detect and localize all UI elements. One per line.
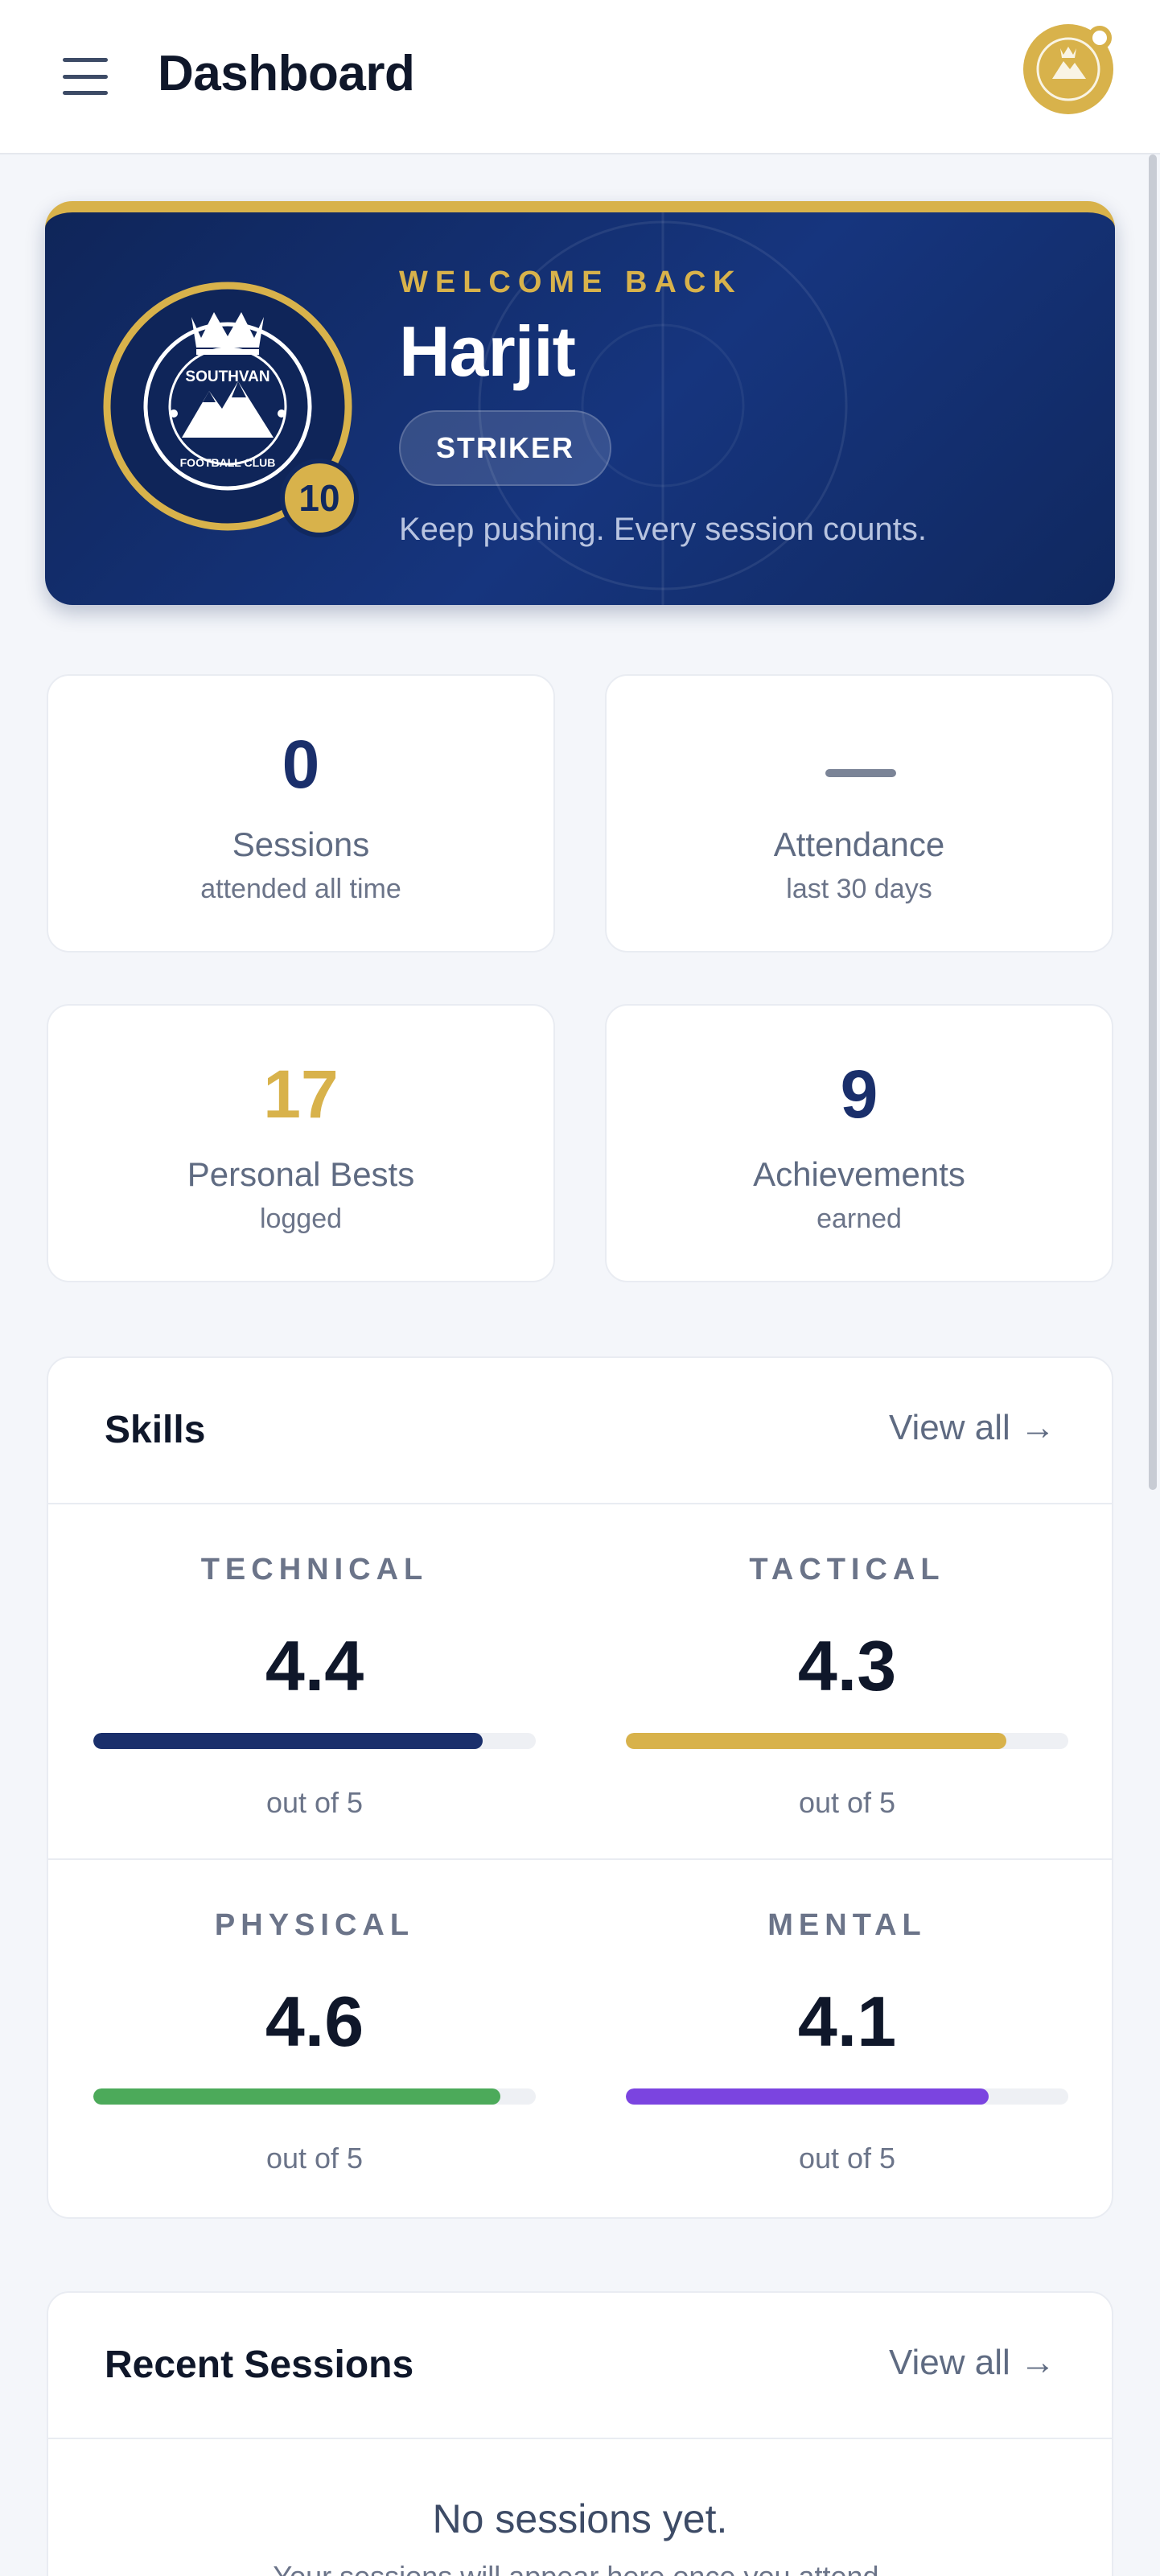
recent-sessions-view-all-link[interactable]: View all → — [888, 2343, 1055, 2382]
skills-panel-header: Skills View all → — [48, 1358, 1112, 1504]
recent-sessions-header: Recent Sessions View all → — [48, 2293, 1112, 2439]
pitch-lines-decoration — [478, 212, 848, 605]
skill-progress-fill — [626, 1733, 1006, 1749]
skill-tactical: TACTICAL 4.3 out of 5 — [581, 1504, 1112, 1860]
skills-view-all-link[interactable]: View all → — [888, 1408, 1055, 1447]
app-header: Dashboard — [0, 0, 1160, 154]
empty-state-subtitle: Your sessions will appear here once you … — [48, 2560, 1112, 2576]
crest-top-text: SOUTHVAN — [185, 368, 269, 385]
skill-value: 4.4 — [265, 1626, 364, 1706]
skill-scale: out of 5 — [798, 1786, 896, 1819]
skill-value: 4.1 — [797, 1981, 897, 2061]
stat-value: 17 — [263, 1056, 339, 1132]
stat-sub: attended all time — [200, 874, 401, 904]
club-crest-avatar-icon[interactable] — [1023, 24, 1113, 114]
skill-mental: MENTAL 4.1 out of 5 — [581, 1860, 1112, 2216]
stat-label: Attendance — [773, 825, 945, 863]
skill-scale: out of 5 — [265, 2142, 364, 2175]
skills-row-divider — [48, 1858, 1112, 1860]
position-badge: STRIKER — [399, 410, 612, 486]
recent-sessions-title: Recent Sessions — [105, 2344, 414, 2386]
skills-panel: Skills View all → TECHNICAL 4.4 out of 5… — [47, 1356, 1113, 2219]
skill-name: TACTICAL — [749, 1553, 945, 1586]
skill-progress-track — [93, 1733, 536, 1749]
recent-sessions-panel: Recent Sessions View all → No sessions y… — [47, 2291, 1113, 2576]
skill-value: 4.6 — [265, 1981, 364, 2061]
stat-label: Personal Bests — [187, 1155, 415, 1193]
page-title: Dashboard — [158, 46, 415, 101]
stat-card-sessions[interactable]: 0 Sessions attended all time — [47, 674, 555, 953]
skill-progress-fill — [93, 1733, 483, 1749]
skill-progress-track — [626, 2088, 1068, 2105]
skill-physical: PHYSICAL 4.6 out of 5 — [48, 1860, 581, 2216]
player-name: Harjit — [399, 311, 576, 391]
notification-dot — [1088, 26, 1112, 50]
skill-progress-track — [93, 2088, 536, 2105]
stat-sub: logged — [259, 1204, 343, 1234]
stat-value: 9 — [840, 1056, 878, 1132]
skill-name: PHYSICAL — [214, 1908, 415, 1942]
hero-tagline: Keep pushing. Every session counts. — [399, 512, 927, 547]
skill-progress-track — [626, 1733, 1068, 1749]
empty-state-title: No sessions yet. — [432, 2496, 728, 2541]
skill-name: TECHNICAL — [200, 1553, 429, 1586]
welcome-hero-card: SOUTHVAN FOOTBALL CLUB 10 WELCOME BACK H… — [45, 201, 1115, 605]
jersey-number-badge: 10 — [280, 459, 359, 537]
skill-progress-fill — [626, 2088, 989, 2105]
no-data-dash — [825, 769, 896, 777]
stat-sub: earned — [817, 1204, 902, 1234]
crest-bottom-text: FOOTBALL CLUB — [180, 456, 276, 469]
skills-title: Skills — [105, 1409, 206, 1451]
stat-card-achievements[interactable]: 9 Achievements earned — [605, 1004, 1113, 1282]
club-crest-icon: SOUTHVAN FOOTBALL CLUB — [103, 282, 352, 531]
skill-scale: out of 5 — [265, 1786, 364, 1819]
crest-mini-icon — [1036, 37, 1100, 101]
skill-technical: TECHNICAL 4.4 out of 5 — [48, 1504, 581, 1860]
skill-name: MENTAL — [767, 1908, 927, 1942]
hamburger-menu-icon[interactable] — [50, 50, 121, 103]
stat-label: Achievements — [753, 1155, 965, 1193]
skill-value: 4.3 — [797, 1626, 897, 1706]
skill-scale: out of 5 — [798, 2142, 896, 2175]
skill-progress-fill — [93, 2088, 500, 2105]
page-scrollbar[interactable] — [1149, 154, 1157, 1490]
stat-value: 0 — [282, 726, 320, 802]
welcome-label: WELCOME BACK — [399, 265, 742, 299]
stat-label: Sessions — [232, 825, 370, 863]
stat-card-personal-bests[interactable]: 17 Personal Bests logged — [47, 1004, 555, 1282]
stat-sub: last 30 days — [786, 874, 932, 904]
stat-card-attendance[interactable]: Attendance last 30 days — [605, 674, 1113, 953]
